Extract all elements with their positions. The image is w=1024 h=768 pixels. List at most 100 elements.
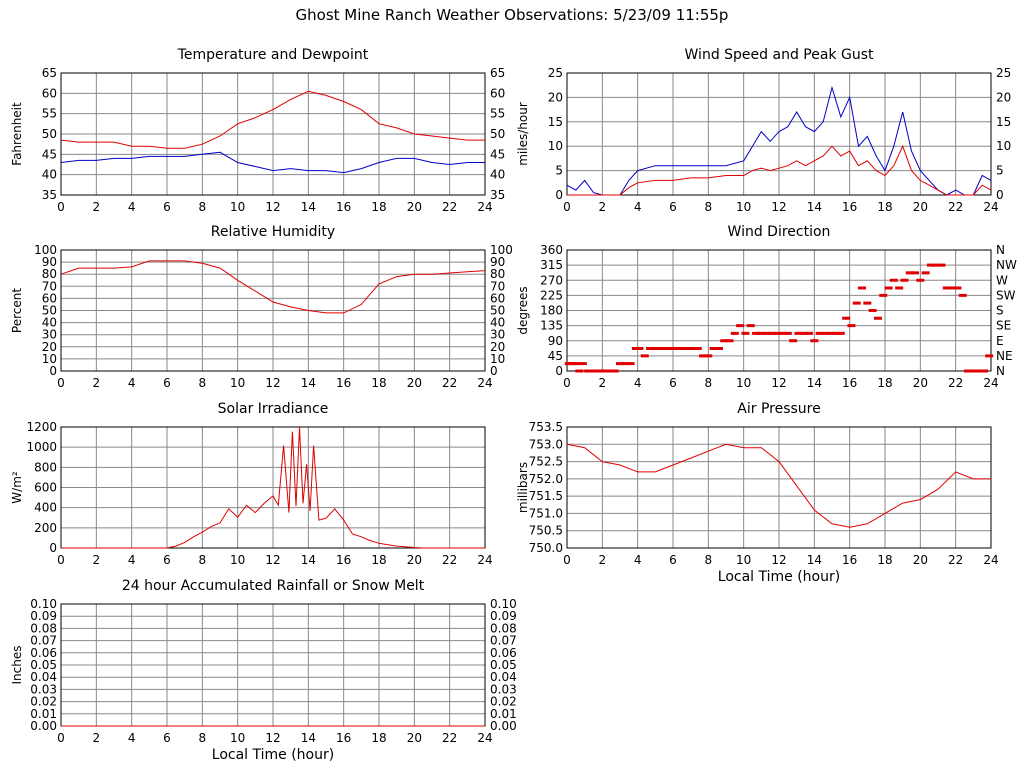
x-tick-label: 0 [563, 553, 571, 567]
y-tick-label: 20 [42, 340, 57, 354]
y-tick-label: 5 [555, 164, 563, 178]
wind-direction-point [815, 331, 824, 335]
x-tick-label: 20 [407, 731, 422, 745]
x-tick-label: 0 [563, 200, 571, 214]
y-tick-label: 90 [42, 255, 57, 269]
x-tick-label: 4 [128, 200, 136, 214]
x-tick-label: 24 [983, 200, 998, 214]
wind-direction-point [836, 331, 845, 335]
plot-frame [566, 426, 992, 549]
y-axis-label: degrees [516, 286, 530, 334]
wind-direction-point [958, 293, 967, 297]
y-tick-label: 315 [540, 258, 563, 272]
x-tick-label: 18 [877, 553, 892, 567]
x-tick-label: 2 [599, 553, 607, 567]
y-tick-label-right: 55 [490, 107, 505, 121]
wind-direction-point [942, 286, 951, 290]
x-tick-label: 22 [948, 200, 963, 214]
x-tick-label: 10 [230, 731, 245, 745]
y-tick-label: 225 [540, 288, 563, 302]
wind-direction-point [852, 301, 861, 305]
y-tick-label: 0.05 [30, 658, 57, 672]
y-tick-label: 750.0 [529, 541, 563, 555]
y-tick-label-right: N [996, 243, 1005, 257]
wind-direction-point [773, 331, 782, 335]
plot-frame [566, 249, 992, 372]
wind-direction-point [584, 369, 593, 373]
x-tick-label: 18 [371, 200, 386, 214]
y-tick-label: 0.06 [30, 646, 57, 660]
wind-direction-point [605, 369, 614, 373]
x-tick-label: 12 [771, 200, 786, 214]
wind-direction-point [974, 369, 983, 373]
y-tick-label-right: 60 [490, 291, 505, 305]
x-tick-label: 24 [983, 553, 998, 567]
y-tick-label-right: 0.07 [490, 634, 517, 648]
y-tick-label: 80 [42, 267, 57, 281]
x-tick-label: 6 [163, 200, 171, 214]
wind-direction-point [900, 278, 909, 282]
x-tick-label: 6 [163, 731, 171, 745]
chart-title: Wind Direction [728, 224, 831, 240]
wind-direction-point [640, 354, 649, 358]
y-tick-label-right: 70 [490, 279, 505, 293]
y-tick-label: 0.07 [30, 634, 57, 648]
y-tick-label: 30 [42, 328, 57, 342]
wind-direction-point [626, 362, 635, 366]
wind-direction-point [730, 331, 739, 335]
wind-direction-point [884, 286, 893, 290]
wind-direction-point [720, 339, 729, 343]
x-tick-label: 14 [807, 553, 822, 567]
y-axis-label: millibars [516, 462, 530, 513]
y-tick-label-right: 5 [996, 164, 1004, 178]
y-tick-label: 752.0 [529, 472, 563, 486]
x-tick-label: 2 [93, 553, 101, 567]
chart-title: Temperature and Dewpoint [177, 47, 369, 63]
wind-direction-point [578, 362, 587, 366]
y-tick-label: 25 [548, 66, 563, 80]
x-tick-label: 24 [477, 731, 492, 745]
plot-frame [60, 249, 486, 372]
wind-direction-point [926, 263, 935, 267]
x-tick-label: 12 [265, 731, 280, 745]
y-tick-label-right: 90 [490, 255, 505, 269]
x-tick-label: 22 [948, 376, 963, 390]
series-line-temp-0 [60, 90, 485, 149]
x-tick-label: 18 [371, 553, 386, 567]
page-title: Ghost Mine Ranch Weather Observations: 5… [295, 6, 729, 24]
y-tick-label-right: NE [996, 349, 1013, 363]
wind-direction-point [746, 324, 755, 328]
chart-title: Air Pressure [737, 401, 820, 417]
wind-direction-point [589, 369, 598, 373]
x-tick-label: 12 [265, 376, 280, 390]
x-tick-label: 8 [199, 376, 207, 390]
y-tick-label-right: 0 [996, 188, 1004, 202]
wind-direction-point [964, 369, 973, 373]
wind-direction-point [905, 271, 914, 275]
y-tick-label-right: 0 [490, 364, 498, 378]
wind-direction-point [794, 331, 803, 335]
wind-direction-point [842, 316, 851, 320]
wind-direction-point [693, 346, 702, 350]
y-tick-label-right: 0.03 [490, 682, 517, 696]
x-axis-label: Local Time (hour) [212, 747, 334, 763]
wind-direction-point [651, 346, 660, 350]
y-tick-label-right: 0.05 [490, 658, 517, 672]
x-tick-label: 8 [199, 553, 207, 567]
x-tick-label: 14 [301, 553, 316, 567]
x-tick-label: 16 [336, 376, 351, 390]
x-tick-label: 10 [736, 553, 751, 567]
x-tick-label: 14 [301, 376, 316, 390]
x-tick-label: 8 [199, 200, 207, 214]
wind-direction-point [911, 271, 920, 275]
x-tick-label: 10 [230, 200, 245, 214]
x-tick-label: 20 [407, 553, 422, 567]
wind-direction-point [757, 331, 766, 335]
x-tick-label: 4 [128, 731, 136, 745]
x-tick-label: 10 [736, 200, 751, 214]
y-tick-label-right: 45 [490, 147, 505, 161]
y-tick-label-right: S [996, 304, 1004, 318]
y-tick-label-right: N [996, 364, 1005, 378]
x-tick-label: 20 [407, 376, 422, 390]
